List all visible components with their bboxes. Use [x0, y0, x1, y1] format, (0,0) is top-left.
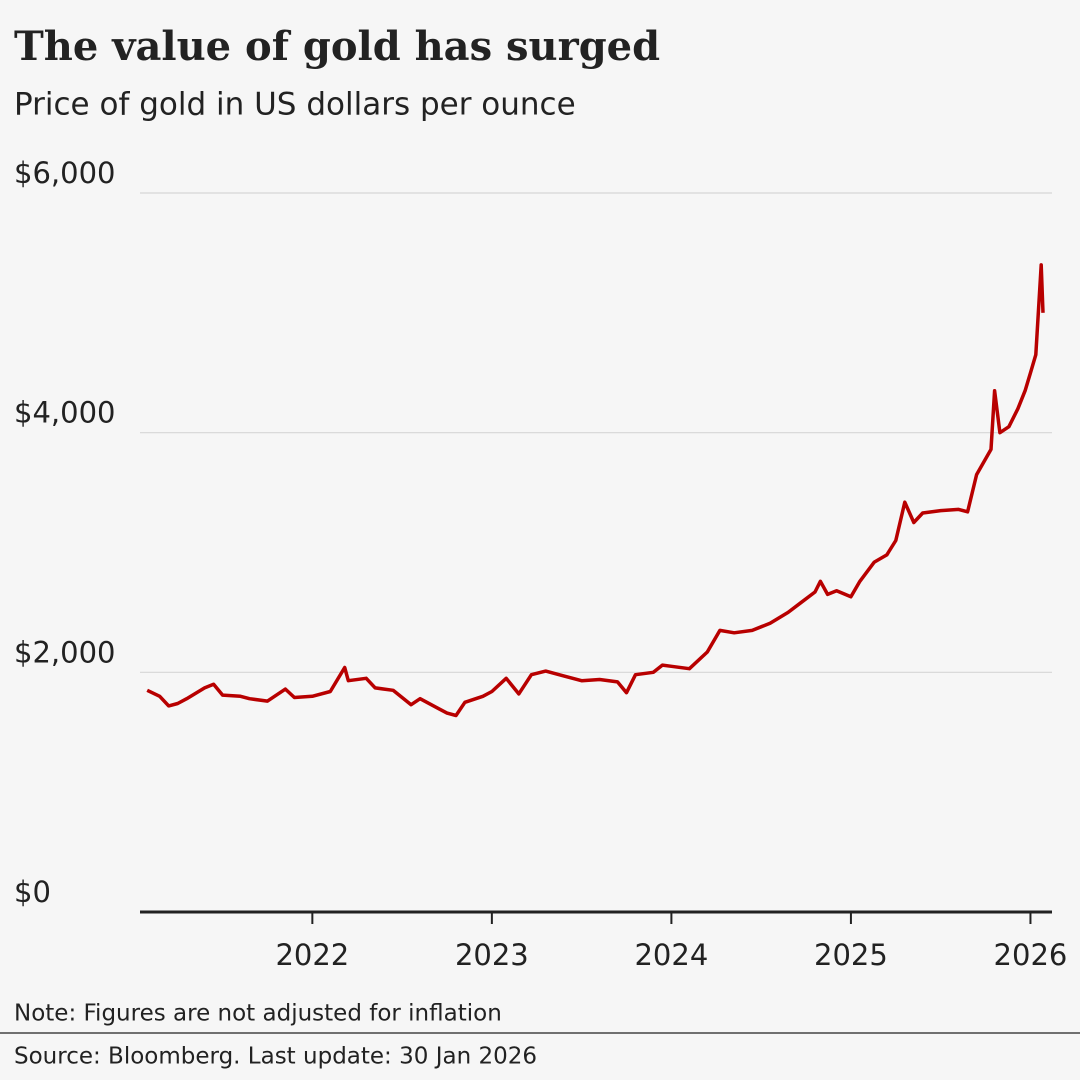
x-tick-label: 2023	[455, 938, 529, 972]
chart-subtitle: Price of gold in US dollars per ounce	[14, 87, 576, 123]
y-tick-label: $2,000	[14, 635, 115, 669]
y-tick-label: $4,000	[14, 396, 115, 430]
x-tick-label: 2026	[994, 938, 1068, 972]
y-tick-label: $0	[14, 875, 51, 909]
chart-title: The value of gold has surged	[14, 23, 660, 70]
y-tick-label: $6,000	[14, 156, 115, 190]
note: Note: Figures are not adjusted for infla…	[14, 1001, 502, 1027]
x-tick-label: 2025	[814, 938, 888, 972]
source: Source: Bloomberg. Last update: 30 Jan 2…	[14, 1044, 537, 1070]
price-line	[146, 263, 1045, 718]
x-tick-label: 2024	[634, 938, 708, 972]
x-tick-label: 2022	[275, 938, 349, 972]
